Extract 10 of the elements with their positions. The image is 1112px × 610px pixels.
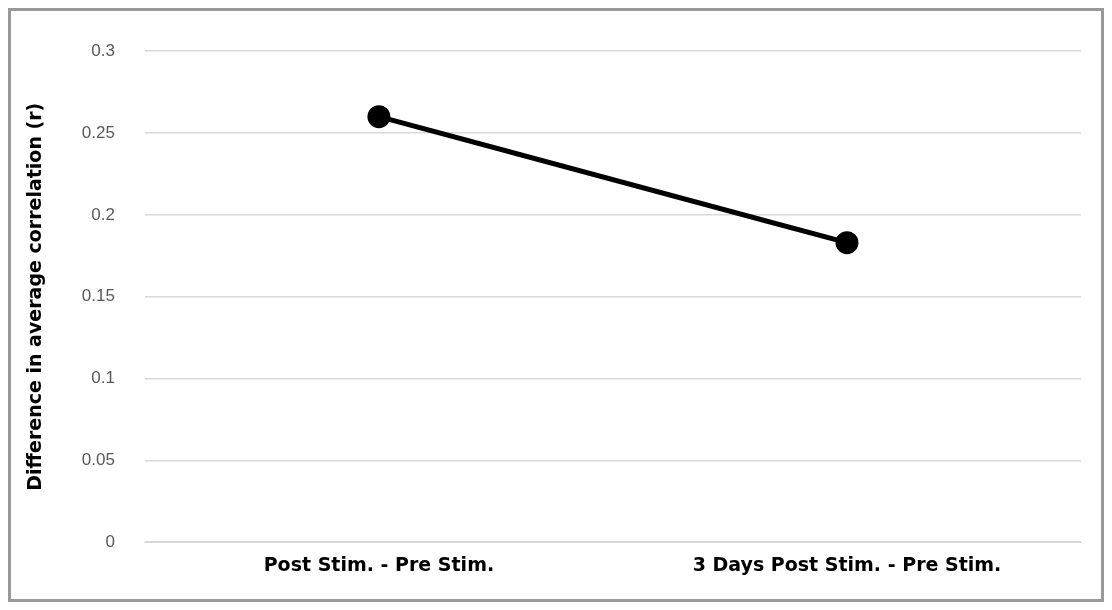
y-tick-label: 0.1 [91, 368, 115, 388]
y-tick-label: 0.25 [81, 122, 115, 142]
y-tick-label: 0.3 [91, 40, 115, 60]
y-tick-label: 0.2 [91, 204, 115, 224]
y-tick-label: 0 [105, 531, 115, 551]
y-tick-label: 0.15 [81, 286, 115, 306]
x-tick-label: 3 Days Post Stim. - Pre Stim. [692, 552, 1002, 575]
x-tick-label: Post Stim. - Pre Stim. [263, 552, 495, 575]
y-axis-title: Difference in average correlation (r) [23, 102, 46, 491]
y-tick-label: 0.05 [81, 450, 115, 470]
